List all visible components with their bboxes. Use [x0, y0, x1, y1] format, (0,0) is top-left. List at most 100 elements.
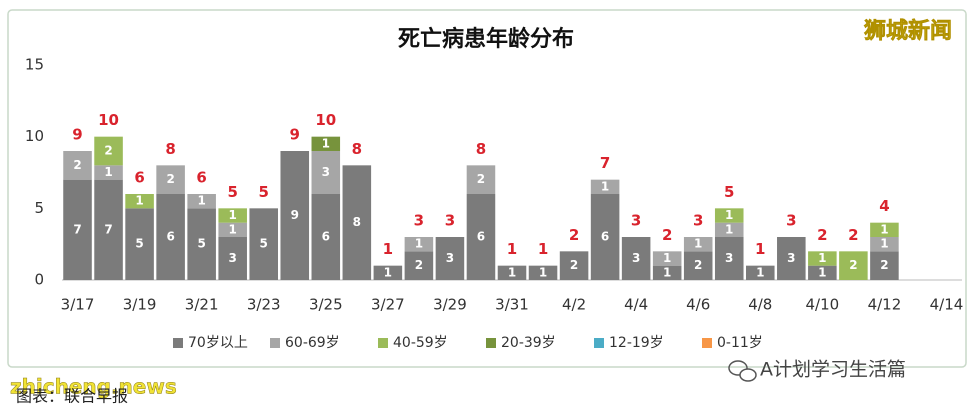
total-label: 10: [98, 111, 119, 129]
segment-label: 2: [166, 172, 174, 186]
legend-label: 0-11岁: [717, 335, 763, 351]
bar-segment: [870, 237, 899, 252]
total-label: 2: [662, 226, 672, 244]
segment-label: 6: [322, 230, 330, 244]
bar-segment: [466, 165, 496, 194]
segment-label: 9: [291, 208, 299, 222]
x-tick-label: 3/21: [185, 296, 219, 314]
x-tick-label: 4/4: [624, 296, 648, 314]
account: A计划学习生活篇: [760, 359, 906, 381]
legend-label: 60-69岁: [285, 335, 340, 351]
segment-label: 1: [694, 237, 702, 251]
bar-segment: [218, 237, 247, 280]
segment-label: 2: [104, 144, 112, 158]
segment-label: 6: [166, 230, 174, 244]
segment-label: 1: [880, 237, 888, 251]
chart-title: 死亡病患年龄分布: [398, 26, 574, 52]
y-tick-label: 10: [25, 127, 44, 145]
bar-segment: [652, 251, 682, 266]
total-label: 2: [848, 226, 858, 244]
segment-label: 1: [539, 265, 547, 279]
bar-segment: [94, 136, 123, 166]
bar-segment: [839, 251, 868, 280]
segment-label: 1: [415, 237, 423, 251]
legend-label: 20-39岁: [501, 335, 556, 351]
x-tick-label: 3/23: [247, 296, 281, 314]
segment-label: 6: [477, 230, 485, 244]
total-label: 1: [507, 240, 517, 258]
x-tick-label: 4/12: [868, 296, 902, 314]
segment-label: 2: [880, 258, 888, 272]
bar-segment: [714, 208, 744, 223]
bar-segment: [683, 251, 713, 280]
x-tick-label: 4/2: [562, 296, 586, 314]
x-tick-label: 3/27: [371, 296, 405, 314]
bar-segment: [187, 208, 216, 280]
segment-label: 1: [197, 194, 205, 208]
legend-swatch: [594, 338, 604, 348]
x-tick-label: 4/14: [930, 296, 964, 314]
segment-label: 1: [818, 251, 826, 265]
bar-segment: [156, 194, 185, 280]
total-label: 3: [693, 212, 703, 230]
segment-label: 1: [601, 179, 609, 193]
segment-label: 3: [632, 251, 640, 265]
legend-swatch: [702, 338, 712, 348]
bar-segment: [63, 179, 92, 280]
segment-label: 1: [663, 265, 671, 279]
total-label: 7: [600, 154, 610, 172]
wechat-icon: [728, 360, 757, 382]
total-label: 5: [259, 183, 269, 201]
segment-label: 2: [849, 258, 857, 272]
bar-segment: [559, 251, 589, 280]
segment-label: 2: [477, 172, 485, 186]
total-label: 2: [817, 226, 827, 244]
legend-label: 12-19岁: [609, 335, 664, 351]
bar-segment: [528, 265, 558, 280]
bar-segment: [125, 208, 154, 280]
bar-segment: [404, 251, 434, 280]
segment-label: 1: [229, 222, 237, 236]
legend-label: 40-59岁: [393, 335, 448, 351]
bar-segment: [714, 222, 744, 237]
total-label: 3: [414, 212, 424, 230]
bar-segment: [590, 194, 620, 280]
bar-segment: [777, 237, 806, 280]
segment-label: 1: [229, 208, 237, 222]
bar-segment: [746, 265, 775, 280]
total-label: 6: [196, 169, 206, 187]
watermark: zhicheng.news: [10, 375, 177, 399]
bar-segment: [280, 151, 310, 280]
bar-segment: [435, 237, 465, 280]
y-tick-label: 5: [34, 199, 44, 217]
bar-segment: [373, 265, 403, 280]
bar-segment: [249, 208, 278, 280]
segment-label: 2: [694, 258, 702, 272]
segment-label: 7: [104, 222, 112, 236]
segment-label: 2: [570, 258, 578, 272]
bar-segment: [497, 265, 527, 280]
segment-label: 2: [415, 258, 423, 272]
bar-segment: [311, 151, 341, 194]
total-label: 5: [227, 183, 237, 201]
segment-label: 1: [135, 194, 143, 208]
y-tick-label: 0: [34, 271, 44, 289]
total-label: 9: [72, 126, 82, 144]
segment-label: 3: [787, 251, 795, 265]
bar-segment: [311, 194, 341, 280]
x-tick-label: 4/6: [686, 296, 710, 314]
bar-segment: [342, 165, 372, 280]
segment-label: 3: [725, 251, 733, 265]
total-label: 3: [445, 212, 455, 230]
bar-segment: [311, 136, 341, 151]
total-label: 4: [879, 197, 889, 215]
bar-segment: [187, 194, 216, 209]
bar-segment: [63, 151, 92, 180]
x-tick-label: 4/8: [748, 296, 772, 314]
segment-label: 1: [322, 136, 330, 150]
total-label: 8: [352, 140, 362, 158]
total-label: 9: [290, 126, 300, 144]
segment-label: 1: [384, 265, 392, 279]
legend-label: 70岁以上: [188, 335, 248, 351]
